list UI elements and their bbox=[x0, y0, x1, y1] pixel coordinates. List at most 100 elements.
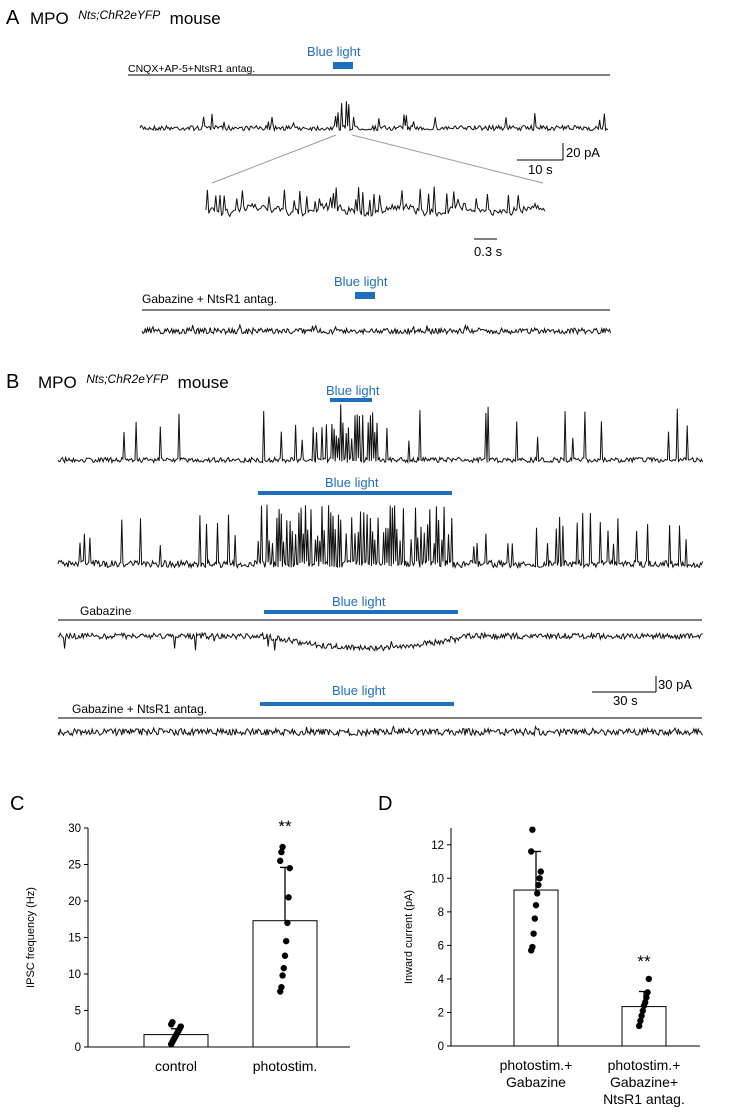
panel-d-letter: D bbox=[378, 793, 392, 815]
panel-b-title-main: MPO bbox=[38, 373, 77, 392]
data-point bbox=[645, 975, 652, 983]
data-point bbox=[537, 868, 544, 875]
data-point bbox=[286, 864, 293, 872]
y-tick-label: 12 bbox=[431, 840, 444, 852]
panel-a-title: MPO Nts;ChR2eYFP mouse bbox=[30, 6, 221, 28]
y-tick-label: 2 bbox=[438, 1007, 444, 1019]
panel-a-blue-light-label-2: Blue light bbox=[334, 274, 388, 289]
panel-b-blue-light-label-4: Blue light bbox=[332, 683, 386, 698]
category-label: control bbox=[155, 1058, 197, 1074]
panel-b-condition-label-4: Gabazine + NtsR1 antag. bbox=[72, 702, 207, 716]
data-point bbox=[639, 1007, 646, 1014]
panel-a-condition-label-2: Gabazine + NtsR1 antag. bbox=[142, 292, 277, 306]
bar bbox=[513, 889, 559, 1047]
panel-a-title-sup: Nts;ChR2eYFP bbox=[78, 8, 160, 22]
panel-a-zoom-trace bbox=[205, 186, 546, 218]
y-axis-label: IPSC frequency (Hz) bbox=[25, 887, 37, 988]
y-tick-label: 10 bbox=[68, 969, 81, 981]
panel-b-light-bar-4 bbox=[260, 702, 454, 706]
data-point bbox=[535, 881, 542, 889]
panel-b-title-sup: Nts;ChR2eYFP bbox=[86, 372, 168, 386]
panel-a-condition-label: CNQX+AP-5+NtsR1 antag. bbox=[128, 63, 255, 75]
panel-b-title-end: mouse bbox=[178, 373, 229, 392]
data-point bbox=[285, 894, 292, 901]
data-point bbox=[280, 964, 287, 972]
category-label: photostim.+ Gabazine+ NtsR1 antag. bbox=[603, 1057, 685, 1107]
panel-a-scale-y: 20 pA bbox=[566, 145, 600, 160]
panel-b-trace-1 bbox=[57, 404, 704, 465]
panel-c-letter: C bbox=[10, 793, 24, 815]
panel-b-trace-2 bbox=[57, 504, 704, 570]
panel-b-scale-x: 30 s bbox=[613, 693, 638, 708]
panel-a-light-bar-2 bbox=[355, 292, 375, 299]
panel-b-light-bar-2 bbox=[258, 491, 452, 495]
data-point bbox=[536, 875, 543, 882]
panel-a-letter: A bbox=[6, 7, 20, 29]
data-point bbox=[532, 901, 540, 909]
y-tick-label: 25 bbox=[68, 860, 81, 872]
panel-a-title-end: mouse bbox=[170, 9, 221, 28]
panel-a-zoom-scale-x: 0.3 s bbox=[474, 244, 503, 259]
data-point bbox=[278, 983, 285, 991]
data-point bbox=[277, 857, 284, 865]
data-point bbox=[529, 943, 536, 951]
data-point bbox=[279, 972, 286, 979]
panel-a-title-main: MPO bbox=[30, 9, 69, 28]
data-point bbox=[638, 1012, 645, 1020]
y-tick-label: 30 bbox=[68, 823, 81, 835]
data-point bbox=[528, 848, 535, 855]
data-point bbox=[529, 826, 536, 833]
data-point bbox=[636, 1022, 643, 1030]
category-label: photostim.+ Gabazine bbox=[500, 1057, 573, 1090]
data-point bbox=[642, 999, 649, 1006]
category-label: photostim. bbox=[253, 1058, 318, 1074]
y-tick-label: 5 bbox=[75, 1006, 81, 1018]
panel-b-light-bar-3 bbox=[264, 610, 458, 614]
panel-a-trace bbox=[139, 101, 609, 133]
data-point bbox=[284, 919, 291, 927]
y-tick-label: 8 bbox=[438, 907, 444, 919]
data-point bbox=[644, 989, 651, 996]
y-tick-label: 10 bbox=[431, 873, 444, 885]
y-tick-label: 4 bbox=[438, 974, 445, 986]
panel-a-blue-light-label: Blue light bbox=[307, 44, 361, 59]
zoom-line-left bbox=[211, 134, 337, 184]
data-point bbox=[279, 843, 286, 851]
panel-b-blue-light-label-1: Blue light bbox=[326, 383, 380, 398]
zoom-line-right bbox=[351, 134, 544, 184]
data-point bbox=[278, 848, 285, 856]
data-point bbox=[530, 930, 537, 937]
significance-label: ** bbox=[637, 952, 651, 971]
panel-b-trace-4 bbox=[57, 725, 703, 738]
panel-a-scale-bar bbox=[517, 143, 564, 161]
y-axis-label: Inward current (pA) bbox=[403, 890, 415, 984]
panel-b-condition-label-3: Gabazine bbox=[80, 604, 132, 618]
chart-d: 0 2 4 6 8 10 12 Inward current (pA) photostim.+ G… bbox=[403, 826, 700, 1107]
panel-b-light-bar-1 bbox=[330, 398, 372, 402]
data-point bbox=[531, 915, 538, 922]
panel-a-light-bar bbox=[333, 62, 353, 69]
y-tick-label: 6 bbox=[438, 940, 444, 952]
y-tick-label: 15 bbox=[68, 933, 81, 945]
panel-a-trace-2 bbox=[141, 323, 612, 336]
panel-b-title: MPO Nts;ChR2eYFP mouse bbox=[38, 370, 229, 392]
y-tick-label: 0 bbox=[75, 1042, 81, 1054]
data-point bbox=[283, 937, 290, 945]
chart-c: 0 5 10 15 20 25 30 IPSC frequency (Hz) control **… bbox=[25, 817, 350, 1074]
panel-b-blue-light-label-2: Blue light bbox=[325, 475, 379, 490]
data-point bbox=[281, 952, 289, 959]
panel-b-blue-light-label-3: Blue light bbox=[332, 594, 386, 609]
panel-a-scale-x: 10 s bbox=[528, 162, 553, 177]
significance-label: ** bbox=[278, 817, 292, 836]
panel-b-scale-y: 30 pA bbox=[658, 677, 692, 692]
panel-b-letter: B bbox=[6, 371, 19, 393]
panel-b-scale-bar bbox=[592, 676, 657, 693]
data-point bbox=[177, 1023, 184, 1030]
y-tick-label: 0 bbox=[438, 1041, 444, 1053]
data-point bbox=[643, 994, 650, 1001]
data-point bbox=[534, 890, 541, 897]
panel-b-trace-3 bbox=[57, 631, 703, 652]
y-tick-label: 20 bbox=[68, 896, 81, 908]
data-point bbox=[637, 1017, 644, 1025]
data-point bbox=[169, 1018, 176, 1026]
